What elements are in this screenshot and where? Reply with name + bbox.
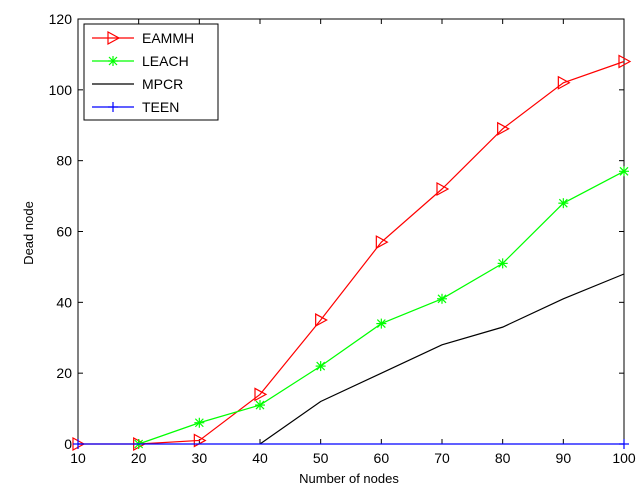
legend-box <box>83 23 219 121</box>
data-point-teen <box>73 439 83 449</box>
x-tick-label: 20 <box>131 450 147 466</box>
series-line-mpcr <box>259 273 625 445</box>
legend-label-eammh: EAMMH <box>142 30 194 46</box>
y-tick-label: 40 <box>56 294 72 310</box>
data-point-leach <box>437 293 447 304</box>
data-point-eammh <box>618 54 632 69</box>
data-point-leach <box>619 166 629 177</box>
data-point-eammh <box>315 313 328 328</box>
legend-label-teen: TEEN <box>142 99 179 115</box>
data-point-leach <box>194 417 205 428</box>
data-point-leach <box>497 258 508 269</box>
x-tick-label: 70 <box>434 450 450 466</box>
y-tick-label: 60 <box>56 224 72 240</box>
legend-marker-eammh <box>107 30 121 46</box>
x-tick-label: 10 <box>70 450 86 466</box>
x-tick-label: 40 <box>252 450 268 466</box>
x-axis-title: Number of nodes <box>299 471 399 486</box>
y-tick-label: 0 <box>64 436 72 452</box>
x-tick-label: 90 <box>556 450 572 466</box>
y-tick-label: 100 <box>49 82 73 98</box>
y-axis-title: Dead node <box>21 201 36 265</box>
data-point-leach <box>376 318 387 329</box>
data-point-eammh <box>436 181 450 197</box>
x-tick-label: 60 <box>374 450 390 466</box>
legend-marker-teen <box>108 102 118 112</box>
data-point-eammh <box>497 121 510 136</box>
series-line-eammh <box>78 60 625 445</box>
x-tick-label: 50 <box>313 450 329 466</box>
y-tick-label: 120 <box>49 11 73 27</box>
plot-area: 10 20 30 40 50 60 70 80 90 100 0 20 40 60 80 100 120 EAMM… <box>49 11 636 466</box>
data-point-leach <box>558 198 569 209</box>
x-tick-label: 100 <box>612 450 636 466</box>
x-tick-label: 30 <box>192 450 208 466</box>
x-tick-label: 80 <box>495 450 511 466</box>
y-tick-label: 20 <box>56 365 72 381</box>
data-point-leach <box>315 361 326 372</box>
data-point-eammh <box>375 235 389 250</box>
legend-label-mpcr: MPCR <box>142 76 183 92</box>
legend-marker-leach <box>108 56 118 66</box>
data-point-leach <box>255 400 265 411</box>
data-point-eammh <box>557 75 571 90</box>
legend-label-leach: LEACH <box>142 53 189 69</box>
y-tick-label: 80 <box>56 153 72 169</box>
data-point-eammh <box>254 387 268 402</box>
data-point-teen <box>619 439 629 449</box>
